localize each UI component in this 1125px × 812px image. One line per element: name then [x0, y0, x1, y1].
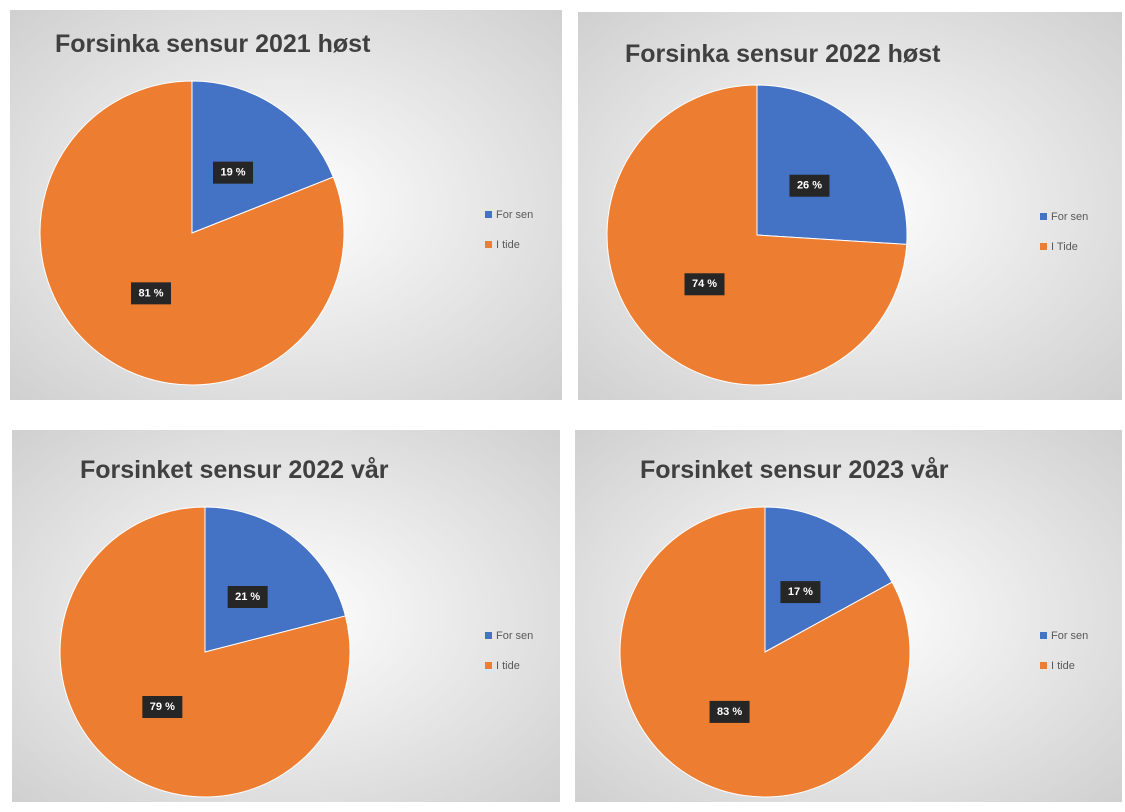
pie-chart: Forsinket sensur 2023 vår 17 % 83 % For sen… [575, 430, 1122, 802]
data-label: 19 % [220, 167, 245, 179]
pie-chart: Forsinka sensur 2021 høst 19 % 81 % For sen… [10, 10, 562, 400]
chart-title: Forsinket sensur 2023 vår [640, 456, 949, 484]
pie-slice [59, 506, 351, 798]
chart-title: Forsinka sensur 2021 høst [55, 30, 371, 58]
legend-label: I tide [1051, 660, 1075, 672]
data-label-box [780, 581, 821, 604]
data-label: 17 % [788, 586, 813, 598]
pie-slice [619, 506, 911, 798]
data-label: 83 % [717, 706, 742, 718]
legend-swatch [485, 662, 492, 669]
legend-swatch [1040, 632, 1047, 639]
data-label-box [789, 174, 830, 197]
data-label: 26 % [797, 180, 822, 192]
pie-slice [764, 506, 893, 653]
legend-label: I Tide [1051, 241, 1078, 253]
legend-swatch [1040, 243, 1047, 250]
pie-slice [39, 80, 345, 386]
pie-slice [191, 80, 334, 234]
chart-title: Forsinka sensur 2022 høst [625, 40, 941, 68]
legend-label: For sen [1051, 630, 1088, 642]
legend-label: I tide [496, 660, 520, 672]
pie-slice [756, 84, 908, 245]
data-label: 79 % [150, 701, 175, 713]
legend-swatch [1040, 213, 1047, 220]
legend-label: For sen [496, 209, 533, 221]
data-label-box [130, 282, 171, 305]
data-label: 21 % [235, 591, 260, 603]
legend-swatch [1040, 662, 1047, 669]
data-label-box [213, 161, 254, 184]
data-label-box [684, 273, 725, 296]
data-label-box [142, 695, 183, 718]
legend-label: I tide [496, 239, 520, 251]
data-label: 81 % [138, 287, 163, 299]
data-label: 74 % [692, 278, 717, 290]
data-label-box [709, 700, 750, 723]
legend-swatch [485, 241, 492, 248]
data-label-box [227, 586, 268, 609]
chart-title: Forsinket sensur 2022 vår [80, 456, 389, 484]
pie-chart: Forsinket sensur 2022 vår 21 % 79 % For sen… [12, 430, 560, 802]
pie-slice [606, 84, 908, 386]
legend-swatch [485, 211, 492, 218]
legend-label: For sen [1051, 211, 1088, 223]
pie-chart: Forsinka sensur 2022 høst 26 % 74 % For sen… [578, 12, 1122, 400]
pie-slice [204, 506, 347, 653]
legend-label: For sen [496, 630, 533, 642]
legend-swatch [485, 632, 492, 639]
